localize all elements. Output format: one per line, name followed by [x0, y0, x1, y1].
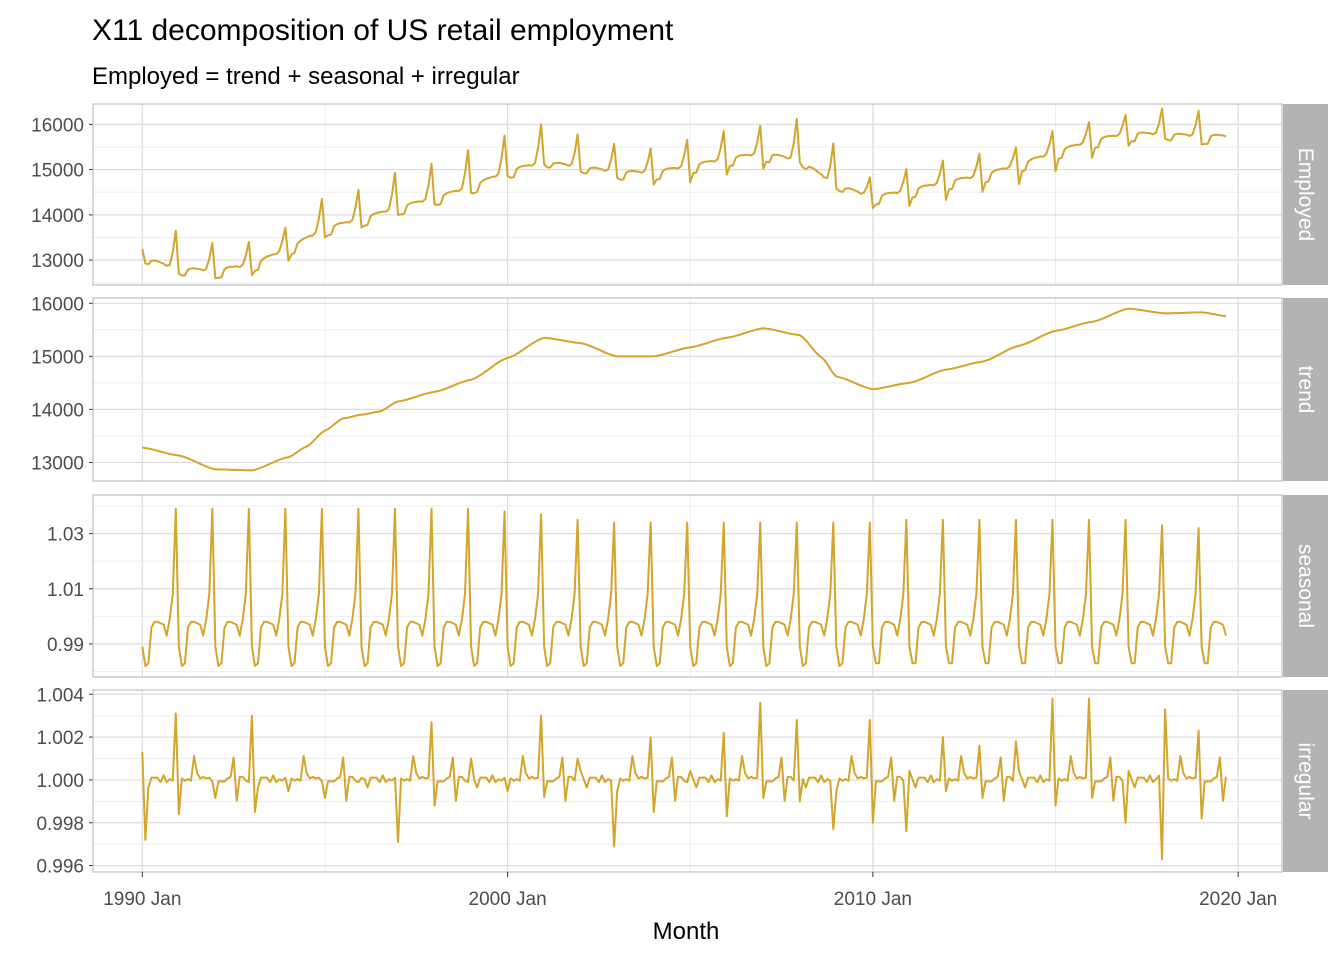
x-tick-label: 2000 Jan [469, 889, 547, 910]
y-tick-label: 1.002 [36, 728, 84, 749]
y-tick-label: 15000 [31, 161, 84, 182]
panel-trend: 13000 14000 15000 16000 trend [31, 294, 1328, 482]
facet-strip [1283, 495, 1328, 677]
series-line-seasonal [141, 507, 1227, 667]
y-tick-label: 1.01 [47, 580, 84, 601]
series-line-trend [142, 307, 1227, 472]
y-tick-label: 16000 [31, 115, 84, 136]
y-tick-label: 1.000 [36, 771, 84, 792]
y-tick-label: 0.998 [36, 814, 84, 835]
y-tick-label: 13000 [31, 251, 84, 272]
panel-border [92, 689, 1283, 873]
facet-strip-label: trend [1294, 366, 1317, 414]
x-axis-label: Month [653, 918, 720, 945]
x-axis: 1990 Jan 2000 Jan 2010 Jan 2020 Jan [103, 872, 1277, 910]
chart-title: X11 decomposition of US retail employmen… [92, 14, 674, 47]
panel-employed: 13000 14000 15000 16000 Employed [31, 103, 1328, 286]
panel-irregular: 0.996 0.998 1.000 1.002 1.004 irregular [36, 685, 1328, 878]
y-tick-label: 16000 [31, 294, 84, 315]
x-tick-label: 2020 Jan [1199, 889, 1277, 910]
y-tick-label: 1.004 [36, 685, 84, 706]
chart-subtitle: Employed = trend + seasonal + irregular [92, 63, 520, 90]
facet-strip-label: irregular [1294, 742, 1317, 819]
panel-border [92, 297, 1283, 482]
facet-strip-label: seasonal [1294, 544, 1317, 628]
facet-strip-label: Employed [1294, 148, 1317, 241]
y-tick-label: 0.99 [47, 635, 84, 656]
y-tick-label: 15000 [31, 347, 84, 368]
y-tick-label: 13000 [31, 453, 84, 474]
x-tick-label: 2010 Jan [834, 889, 912, 910]
x-tick-label: 1990 Jan [103, 889, 181, 910]
facet-strip [1283, 104, 1328, 285]
series-line-employed [141, 107, 1227, 280]
y-tick-label: 0.996 [36, 857, 84, 878]
panel-border [92, 103, 1283, 286]
panel-background [93, 104, 1282, 285]
panel-seasonal: 0.99 1.01 1.03 seasonal [47, 494, 1328, 678]
y-tick-label: 14000 [31, 206, 84, 227]
y-tick-label: 14000 [31, 400, 84, 421]
facet-strip [1283, 298, 1328, 481]
facet-strip [1283, 690, 1328, 872]
panel-border [92, 494, 1283, 678]
y-tick-label: 1.03 [47, 525, 84, 546]
panel-background [93, 298, 1282, 481]
panels: 13000 14000 15000 16000 Employed 13000 14000 15… [31, 103, 1328, 878]
series-line-irregular [141, 697, 1227, 861]
